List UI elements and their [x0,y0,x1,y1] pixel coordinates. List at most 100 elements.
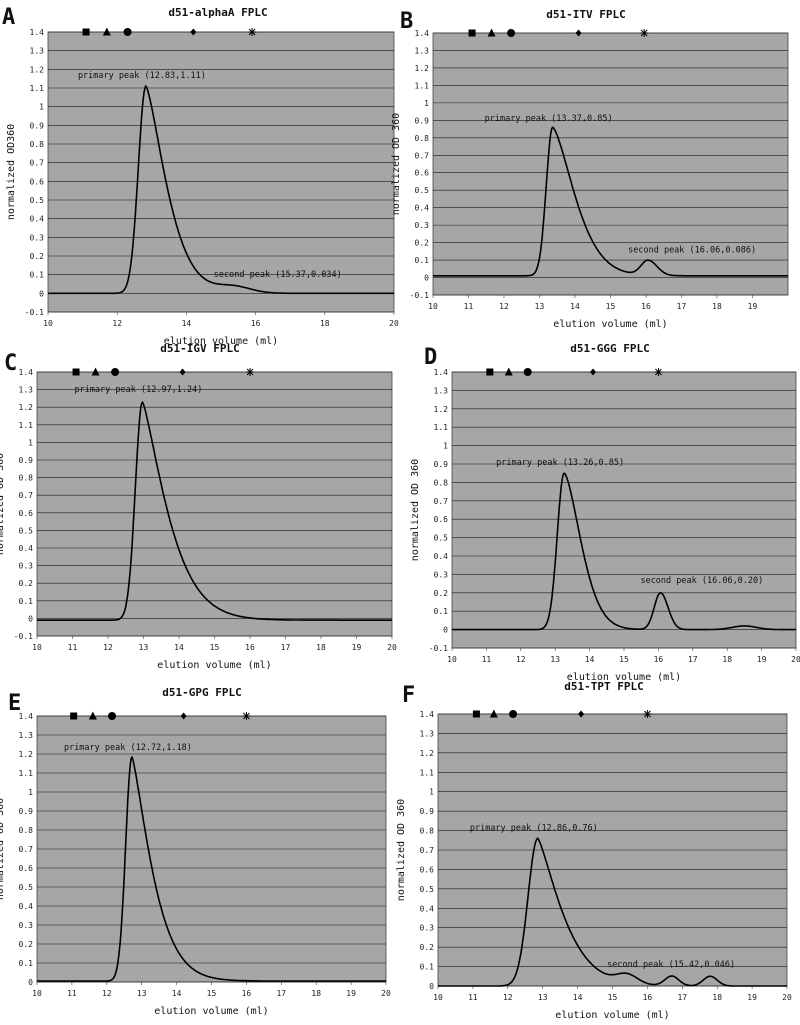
triangle-marker-icon [102,27,111,36]
y-tick-label: 0.3 [19,562,34,571]
primary-peak-label: primary peak (12.72,1.18) [64,743,192,753]
x-tick-label: 20 [782,993,792,1002]
y-tick-label: 0.1 [434,607,449,616]
x-tick-label: 17 [677,302,687,311]
diamond-marker-icon [179,368,186,376]
y-tick-label: 0 [39,289,44,298]
triangle-marker-icon [489,709,498,718]
x-tick-label: 19 [346,989,356,998]
y-tick-label: 1.3 [30,47,45,56]
series-line [37,400,392,621]
y-tick-label: 0.2 [434,589,449,598]
y-tick-label: 0.8 [19,826,34,835]
second-peak-label: second peak (15.42,0.046) [607,960,735,970]
y-tick-label: 0 [28,614,33,623]
x-tick-label: 14 [172,989,182,998]
y-tick-label: 0.9 [19,807,34,816]
y-tick-label: 0.2 [415,239,430,248]
y-tick-label: 0 [424,274,429,283]
x-tick-label: 13 [538,993,548,1002]
y-tick-label: 1.3 [420,729,435,738]
series-line [37,755,386,982]
x-tick-label: 11 [68,643,78,652]
x-tick-label: 13 [139,643,149,652]
y-tick-label: 0.4 [434,552,449,561]
panel-letter: C [4,351,17,376]
series-line [48,84,394,295]
second-peak-label: second peak (16.06,0.20) [640,576,763,586]
x-tick-label: 12 [102,989,112,998]
chart-title: d51-ITV FPLC [546,8,625,21]
asterisk-marker-icon [248,28,257,36]
x-tick-label: 12 [499,302,509,311]
y-tick-label: 1 [28,438,33,447]
y-tick-label: 0.4 [420,904,435,913]
y-tick-label: 0.4 [19,902,34,911]
x-axis-label: elution volume (ml) [553,319,667,330]
square-marker-icon [70,712,78,720]
y-tick-label: 0.3 [434,570,449,579]
y-tick-label: 0.8 [434,478,449,487]
diamond-marker-icon [190,28,197,36]
y-tick-label: 1.4 [19,712,34,721]
triangle-marker-icon [504,367,513,376]
y-tick-label: 1.1 [434,423,449,432]
primary-peak-label: primary peak (12.86,0.76) [470,823,598,833]
y-tick-label: 1.4 [434,368,449,377]
x-tick-label: 18 [712,302,722,311]
y-tick-label: 0.5 [19,883,34,892]
x-tick-label: 15 [606,302,616,311]
x-tick-label: 14 [174,643,184,652]
x-tick-label: 19 [757,655,767,664]
y-tick-label: 0.9 [415,116,430,125]
x-tick-label: 19 [352,643,362,652]
y-tick-label: 0.4 [30,215,45,224]
x-tick-label: 10 [43,319,53,328]
circle-marker-icon [509,710,518,718]
chart-title: d51-GPG FPLC [162,686,241,699]
x-tick-label: 11 [67,989,77,998]
y-tick-label: 1 [429,788,434,797]
x-axis-label: elution volume (ml) [154,1006,268,1017]
panel-letter: A [2,5,15,30]
x-tick-label: 16 [242,989,252,998]
x-tick-label: 14 [573,993,583,1002]
y-tick-label: 0.7 [30,159,45,168]
y-tick-label: 1.1 [19,421,34,430]
y-axis-label: normalized OD 360 [410,459,421,561]
asterisk-marker-icon [654,368,663,376]
y-tick-label: 1 [39,103,44,112]
y-tick-label: 0.2 [420,943,435,952]
y-tick-label: 1 [443,442,448,451]
x-tick-label: 13 [550,655,560,664]
y-tick-label: 0.8 [415,134,430,143]
y-axis-label: normalized OD360 [6,124,17,220]
x-tick-label: 17 [276,989,286,998]
y-tick-label: 0.8 [30,140,45,149]
primary-peak-label: primary peak (13.37,0.85) [485,114,613,124]
asterisk-marker-icon [640,29,649,37]
x-tick-label: 17 [281,643,291,652]
x-axis-label: elution volume (ml) [157,660,271,671]
panel-letter: F [402,683,415,708]
y-tick-label: 0.6 [434,515,449,524]
y-tick-label: 0.3 [415,221,430,230]
y-tick-label: 0.5 [420,885,435,894]
x-tick-label: 18 [712,993,722,1002]
y-tick-label: 1.1 [415,81,430,90]
series-line [433,126,788,277]
x-tick-label: 17 [688,655,698,664]
y-tick-label: 1.4 [415,29,430,38]
x-tick-label: 12 [112,319,122,328]
diamond-marker-icon [578,710,585,718]
y-tick-label: 1.3 [434,386,449,395]
y-tick-label: 1.1 [420,768,435,777]
y-tick-label: 0.6 [19,864,34,873]
y-tick-label: 1.4 [19,368,34,377]
chart-title: d51-GGG FPLC [570,342,649,355]
y-tick-label: 1.4 [30,28,45,37]
